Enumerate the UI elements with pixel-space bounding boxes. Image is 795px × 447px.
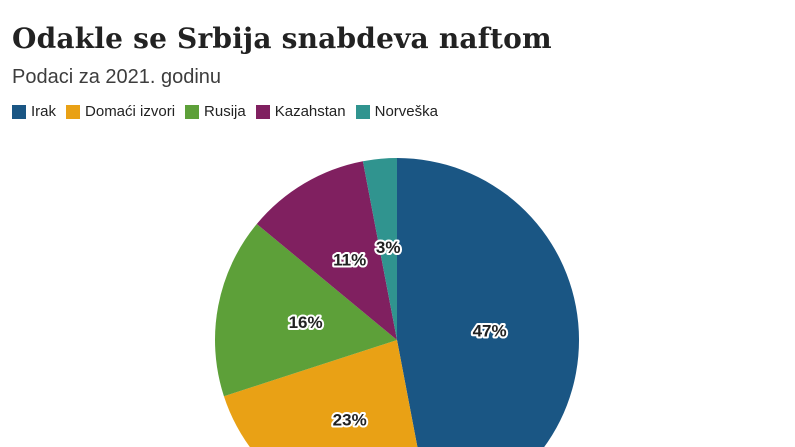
legend-swatch-kazahstan [255, 104, 270, 119]
pie-slice-rusija [215, 223, 397, 397]
pie-chart: 47% 23% 16% 11% 3% [215, 158, 579, 447]
legend-swatch-norveska [355, 104, 370, 119]
legend-swatch-irak [12, 104, 26, 119]
legend-item-kazahstan: Kazahstan [255, 103, 346, 120]
pie-slice-kazahstan [256, 161, 397, 340]
pie-slice-value-label-kazahstan: 11% [333, 251, 366, 270]
chart-card: Odakle se Srbija snabdeva naftom Podaci … [0, 22, 795, 447]
legend-swatch-rusija [185, 104, 200, 119]
legend-label: Rusija [204, 103, 246, 120]
legend-label: Norveška [374, 103, 438, 120]
chart-subtitle: Podaci za 2021. godinu [12, 66, 222, 88]
pie-slice-domaci-izvori [223, 340, 418, 447]
legend-item-rusija: Rusija [185, 103, 246, 120]
pie-slice-value-label-rusija: 16% [289, 313, 323, 332]
legend-label: Irak [31, 103, 57, 120]
legend-label: Kazahstan [274, 103, 346, 120]
legend-item-irak: Irak [12, 103, 56, 120]
legend-item-norveska: Norveška [355, 103, 438, 120]
pie-slice-norveska [362, 158, 397, 340]
pie-slice-value-label-domaci-izvori: 23% [333, 411, 367, 430]
legend-swatch-domaci-izvori [66, 104, 81, 119]
legend-label: Domaći izvori [85, 103, 176, 120]
pie-slice-irak [397, 158, 579, 447]
chart-title: Odakle se Srbija snabdeva naftom [12, 22, 552, 55]
legend-item-domaci-izvori: Domaći izvori [66, 103, 175, 120]
pie-slice-value-label-irak: 47% [473, 322, 507, 341]
legend: Irak Domaći izvori Rusija Kazahstan Norveška [12, 103, 783, 120]
pie-slice-value-label-norveska: 3% [376, 238, 401, 257]
